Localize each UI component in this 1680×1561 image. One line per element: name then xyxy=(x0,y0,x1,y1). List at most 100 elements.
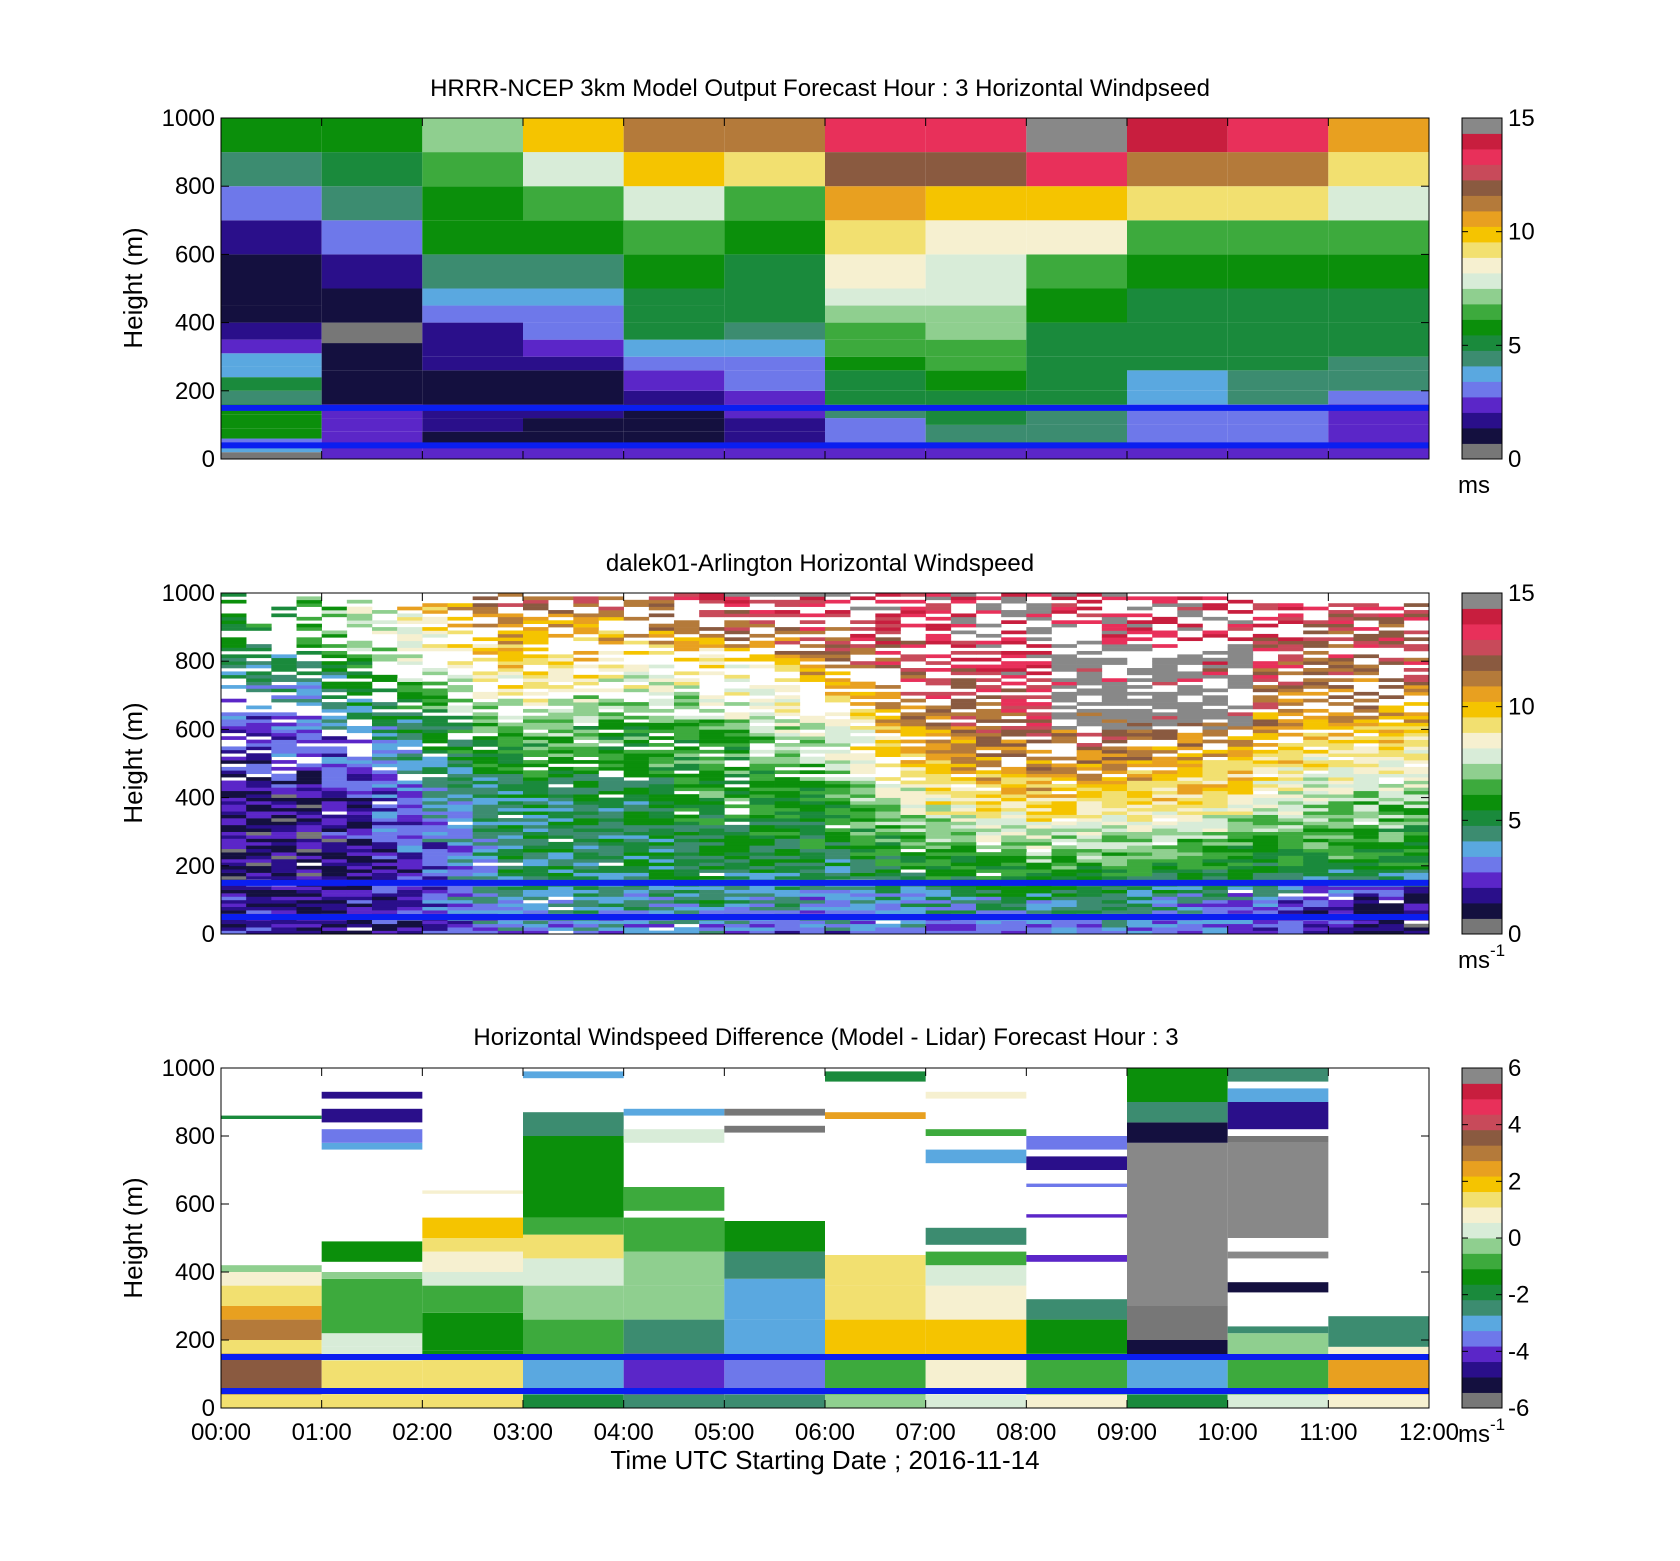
heatmap-cell xyxy=(1378,927,1405,931)
heatmap-cell xyxy=(422,930,448,935)
heatmap-cell xyxy=(976,910,1002,914)
heatmap-cell xyxy=(1353,862,1379,867)
heatmap-cell xyxy=(497,899,524,904)
heatmap-cell xyxy=(246,852,272,856)
heatmap-cell xyxy=(724,1108,825,1116)
heatmap-cell xyxy=(1328,831,1354,836)
heatmap-cell xyxy=(221,889,247,894)
heatmap-cell xyxy=(1127,732,1153,737)
heatmap-cell xyxy=(598,852,624,856)
heatmap-cell xyxy=(472,777,499,781)
heatmap-cell xyxy=(1202,773,1228,778)
heatmap-cell xyxy=(1026,824,1052,829)
heatmap-cell xyxy=(648,780,675,785)
heatmap-cell xyxy=(221,1319,322,1340)
heatmap-cell xyxy=(447,910,473,914)
heatmap-cell xyxy=(875,811,901,815)
heatmap-cell xyxy=(246,732,272,737)
heatmap-cell xyxy=(799,872,826,877)
heatmap-cell xyxy=(523,814,549,819)
heatmap-cell xyxy=(1353,889,1379,894)
heatmap-cell xyxy=(648,691,675,696)
heatmap-cell xyxy=(1026,858,1052,863)
heatmap-cell xyxy=(598,725,624,730)
heatmap-cell xyxy=(523,923,549,928)
heatmap-cell xyxy=(1353,664,1379,669)
heatmap-cell xyxy=(875,650,901,655)
heatmap-cell xyxy=(1051,698,1077,703)
heatmap-cell xyxy=(1076,818,1103,822)
heatmap-cell xyxy=(850,780,876,785)
panel-lidar-title: dalek01-Arlington Horizontal Windspeed xyxy=(606,550,1034,577)
heatmap-cell xyxy=(1303,787,1329,792)
heatmap-cell xyxy=(221,220,322,255)
heatmap-cell xyxy=(497,906,524,911)
heatmap-cell xyxy=(346,705,373,710)
heatmap-cell xyxy=(749,811,775,815)
x-tick-label: 01:00 xyxy=(292,1419,352,1446)
heatmap-cell xyxy=(1278,743,1304,747)
heatmap-cell xyxy=(1328,797,1354,802)
heatmap-cell xyxy=(472,647,499,652)
heatmap-cell xyxy=(221,685,247,689)
heatmap-cell xyxy=(950,818,977,822)
heatmap-cell xyxy=(296,671,322,676)
heatmap-cell xyxy=(422,824,448,829)
heatmap-cell xyxy=(1227,1102,1329,1130)
heatmap-cell xyxy=(950,739,977,744)
colorbar-segment xyxy=(1462,1361,1502,1378)
heatmap-cell xyxy=(1127,736,1153,740)
heatmap-cell xyxy=(875,613,901,618)
heatmap-cell xyxy=(523,654,549,659)
heatmap-cell xyxy=(699,790,725,795)
heatmap-cell xyxy=(699,845,725,850)
heatmap-cell xyxy=(950,613,977,618)
heatmap-cell xyxy=(1152,930,1178,935)
heatmap-cell xyxy=(1177,685,1203,689)
heatmap-cell xyxy=(598,797,624,802)
heatmap-cell xyxy=(472,596,499,601)
heatmap-cell xyxy=(724,630,750,635)
heatmap-cell xyxy=(1328,725,1354,730)
heatmap-cell xyxy=(1403,927,1430,931)
heatmap-cell xyxy=(825,760,851,764)
heatmap-cell xyxy=(296,739,322,744)
heatmap-cell xyxy=(724,814,750,819)
heatmap-cell xyxy=(976,732,1002,737)
heatmap-cell xyxy=(799,732,826,737)
heatmap-cell xyxy=(472,610,499,614)
heatmap-cell xyxy=(1278,657,1304,662)
heatmap-cell xyxy=(1303,708,1329,713)
heatmap-cell xyxy=(623,732,650,737)
heatmap-cell xyxy=(1026,671,1052,676)
heatmap-cell xyxy=(1378,685,1405,689)
heatmap-cell xyxy=(1328,610,1354,614)
heatmap-cell xyxy=(1076,797,1103,802)
heatmap-cell xyxy=(799,903,826,908)
heatmap-cell xyxy=(1076,923,1103,928)
heatmap-cell xyxy=(1252,814,1279,819)
heatmap-cell xyxy=(447,715,473,720)
heatmap-cell xyxy=(1328,664,1354,669)
heatmap-cell xyxy=(1353,654,1379,659)
heatmap-cell xyxy=(724,756,750,761)
heatmap-cell xyxy=(1177,845,1203,850)
heatmap-cell xyxy=(1026,664,1052,669)
heatmap-cell xyxy=(1252,920,1279,925)
heatmap-cell xyxy=(598,630,624,635)
heatmap-cell xyxy=(699,841,725,846)
heatmap-cell xyxy=(875,818,901,822)
heatmap-cell xyxy=(623,923,650,928)
heatmap-cell xyxy=(346,654,373,659)
heatmap-cell xyxy=(346,647,373,652)
heatmap-cell xyxy=(699,927,725,931)
heatmap-cell xyxy=(1227,739,1254,744)
heatmap-cell xyxy=(1303,780,1329,785)
heatmap-cell xyxy=(271,736,297,740)
colorbar-unit-label: ms-1 xyxy=(1458,941,1505,974)
heatmap-cell xyxy=(548,903,574,908)
heatmap-cell xyxy=(674,681,700,686)
heatmap-cell xyxy=(875,783,901,788)
heatmap-cell xyxy=(950,712,977,717)
heatmap-cell xyxy=(573,903,599,908)
